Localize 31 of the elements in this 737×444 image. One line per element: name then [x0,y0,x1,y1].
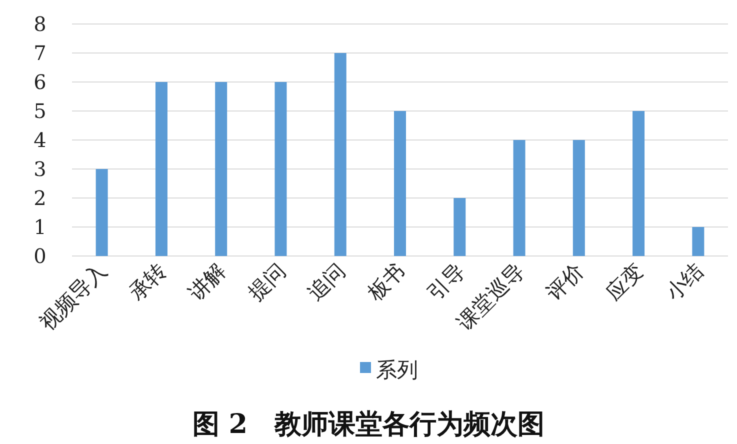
y-tick-label: 1 [34,215,46,239]
bar [692,227,704,256]
x-tick-label: 小结 [661,258,708,306]
y-tick-label: 0 [34,244,46,268]
x-tick-label: 追问 [303,258,350,306]
x-tick-label: 板书 [362,258,410,306]
bar [96,169,108,256]
y-tick-label: 4 [34,128,46,152]
x-tick-label: 引导 [422,258,470,306]
y-tick-label: 5 [34,99,46,123]
x-tick-label: 评价 [542,258,588,306]
y-tick-label: 8 [34,12,46,36]
bar [274,82,287,256]
legend-label: 系列 [376,358,418,382]
x-tick-label: 应变 [601,258,648,306]
y-tick-label: 6 [34,70,46,94]
bar [572,140,585,256]
bar [394,111,406,256]
bar [632,111,645,256]
x-tick-label: 提问 [244,258,290,306]
x-tick-label: 讲解 [184,258,231,306]
y-tick-label: 7 [34,41,46,65]
bar [334,53,346,256]
y-tick-label: 3 [34,157,46,181]
text: 图 2 教师课堂各行为频次图 [192,409,545,440]
bar [155,82,168,256]
bar [454,198,466,256]
x-tick-label: 承转 [124,258,171,306]
bar [215,82,228,256]
bar [513,140,526,256]
y-tick-label: 2 [34,186,46,210]
